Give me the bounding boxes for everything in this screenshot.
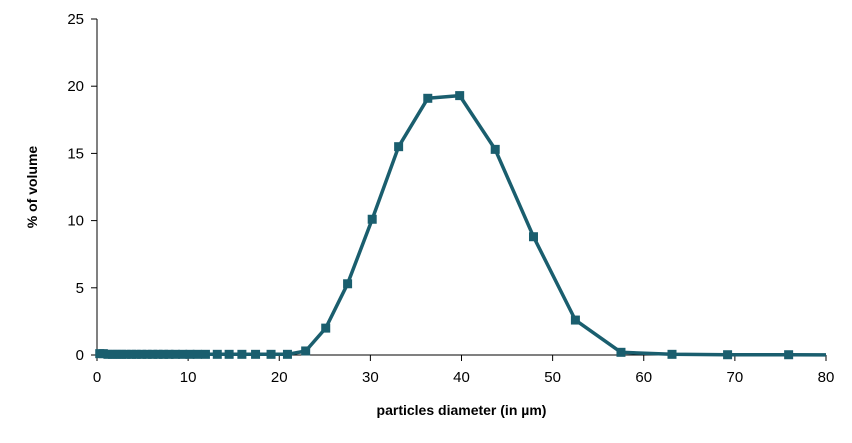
data-point	[164, 349, 174, 359]
y-tick-label: 10	[67, 213, 84, 230]
data-point	[224, 349, 234, 359]
x-tick-label: 20	[271, 369, 288, 386]
x-tick-label: 0	[93, 369, 101, 386]
data-point	[570, 315, 580, 325]
y-tick-label: 0	[76, 347, 84, 364]
data-point	[301, 346, 311, 356]
data-point	[237, 349, 247, 359]
y-tick-label: 20	[67, 78, 84, 95]
data-point	[455, 91, 465, 101]
data-point	[394, 142, 404, 152]
data-point	[178, 349, 188, 359]
x-tick-label: 40	[453, 369, 470, 386]
data-point	[131, 349, 141, 359]
data-point	[117, 349, 127, 359]
x-tick-label: 30	[362, 369, 379, 386]
tick-labels: 0 5 10 15 20 25 0 10 20 30 40 50 60 70 80	[67, 11, 834, 386]
data-point	[784, 350, 794, 360]
data-point	[185, 349, 195, 359]
data-point	[490, 144, 500, 154]
series-line	[99, 93, 826, 357]
y-tick-label: 25	[67, 11, 84, 28]
data-point	[343, 279, 353, 289]
x-tick-label: 50	[544, 369, 561, 386]
data-point	[192, 349, 202, 359]
data-point	[170, 349, 180, 359]
data-point	[112, 349, 122, 359]
y-tick-label: 5	[76, 280, 84, 297]
data-point	[282, 349, 292, 359]
series-0	[95, 91, 826, 360]
data-point	[367, 214, 377, 224]
y-axis-title: % of volume	[24, 146, 40, 229]
data-point	[148, 349, 158, 359]
data-point	[528, 232, 538, 242]
data-point	[616, 347, 626, 357]
series-layer	[95, 91, 826, 360]
data-point	[251, 349, 261, 359]
data-point	[121, 349, 131, 359]
data-point	[127, 349, 137, 359]
data-point	[103, 349, 113, 359]
data-point	[321, 323, 331, 333]
data-point	[153, 349, 163, 359]
data-point	[200, 349, 210, 359]
data-point	[423, 93, 433, 103]
data-point	[142, 349, 152, 359]
data-point	[212, 349, 222, 359]
data-point	[667, 349, 677, 359]
x-axis-title: particles diameter (in µm)	[377, 402, 547, 418]
x-tick-label: 60	[635, 369, 652, 386]
axes	[91, 18, 827, 361]
x-tick-label: 80	[818, 369, 835, 386]
y-tick-label: 15	[67, 145, 84, 162]
data-point	[98, 349, 108, 359]
data-point	[137, 349, 147, 359]
data-point	[723, 350, 733, 360]
x-tick-label: 10	[180, 369, 197, 386]
data-point	[266, 349, 276, 359]
data-point	[107, 349, 117, 359]
x-tick-label: 70	[727, 369, 744, 386]
data-point	[159, 349, 169, 359]
